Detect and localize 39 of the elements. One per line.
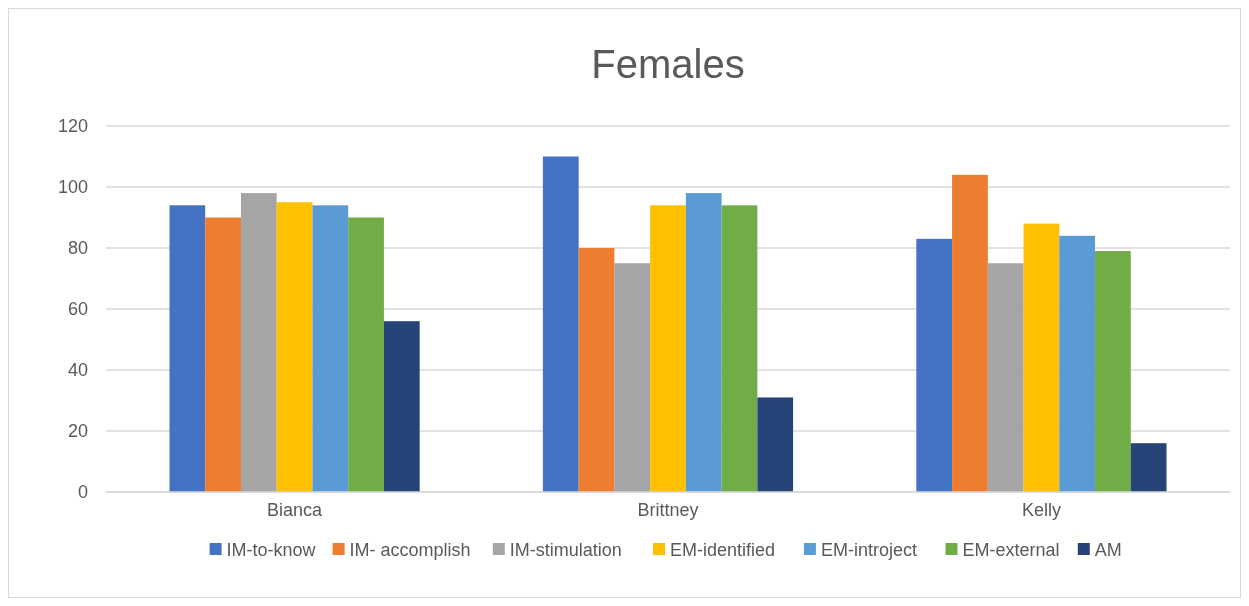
bar — [383, 321, 420, 492]
bar — [685, 193, 722, 492]
bar — [1059, 235, 1096, 492]
legend-label: IM-to-know — [226, 540, 317, 561]
bar — [757, 397, 794, 492]
bar — [276, 202, 313, 492]
y-tick-label: 80 — [67, 238, 88, 259]
bar — [348, 217, 384, 492]
bar — [542, 156, 579, 492]
legend-label: IM- accomplish — [349, 540, 471, 561]
x-tick-label: Brittney — [637, 500, 699, 520]
y-tick-label: 20 — [67, 421, 88, 442]
y-tick-label: 0 — [77, 482, 88, 503]
x-tick-label: Kelly — [1021, 500, 1061, 520]
bar — [169, 205, 206, 492]
legend-label: EM-introject — [820, 540, 917, 561]
bar — [721, 205, 758, 492]
chart-title: Females — [591, 42, 745, 86]
legend-label: EM-identified — [670, 540, 776, 561]
bar — [952, 174, 988, 492]
bar — [1130, 443, 1167, 492]
bar — [240, 193, 277, 492]
bar — [650, 205, 686, 492]
y-tick-label: 40 — [67, 360, 88, 381]
bar — [1023, 223, 1060, 492]
bar — [987, 263, 1024, 492]
y-tick-label: 120 — [57, 116, 88, 137]
x-tick-label: Bianca — [267, 500, 324, 520]
y-tick-label: 100 — [57, 177, 88, 198]
legend-label: AM — [1094, 540, 1122, 561]
bar — [916, 238, 953, 492]
y-tick-label: 60 — [67, 299, 88, 320]
bar — [578, 248, 615, 492]
bar — [1095, 251, 1131, 492]
legend-label: EM-external — [962, 540, 1060, 561]
bar — [312, 205, 349, 492]
bar — [205, 217, 241, 492]
bar — [614, 263, 651, 492]
legend-label: IM-stimulation — [509, 540, 622, 561]
